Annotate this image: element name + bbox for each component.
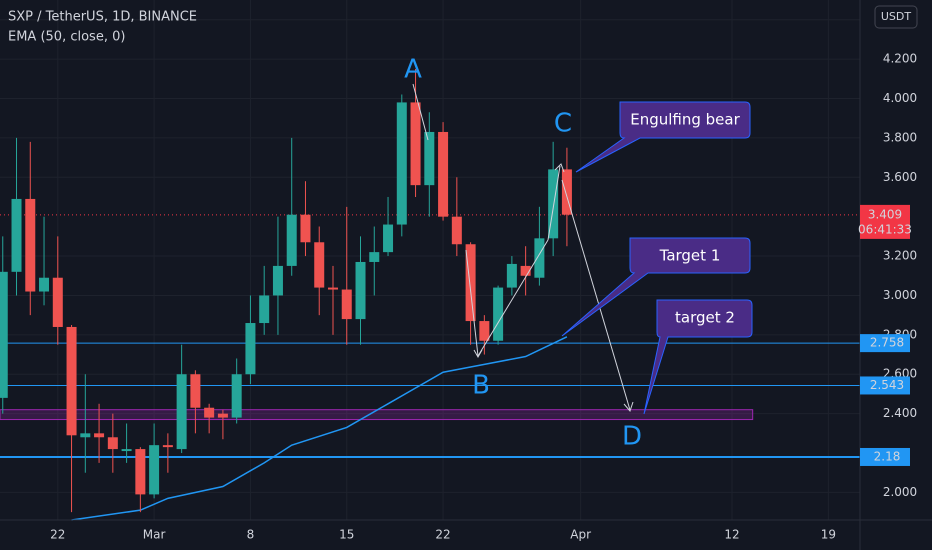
callout-text: target 2 xyxy=(675,309,735,327)
wave-label: C xyxy=(554,109,572,139)
candle-body xyxy=(438,131,449,217)
level-price-box xyxy=(860,447,910,466)
symbol-title: SXP / TetherUS, 1D, BINANCE xyxy=(8,10,197,25)
ema-line xyxy=(71,336,568,521)
candle-body xyxy=(162,445,173,448)
callout-box xyxy=(643,299,753,415)
y-tick-label: 3.600 xyxy=(883,170,917,184)
callout-box xyxy=(561,237,751,337)
candle-body xyxy=(424,131,435,186)
candle-body xyxy=(548,169,559,239)
candle-body xyxy=(493,287,504,341)
candle-body xyxy=(0,271,8,398)
candle-body xyxy=(479,321,490,341)
candle-body xyxy=(286,214,297,266)
drawings xyxy=(412,83,634,412)
candle-body xyxy=(94,433,105,438)
candle-body xyxy=(383,224,394,253)
arrow-line xyxy=(465,249,479,357)
candle-body xyxy=(204,407,215,418)
candle-body xyxy=(80,433,91,438)
callouts: Engulfing bear Target 1 target 2 xyxy=(561,101,753,415)
arrow-line xyxy=(412,83,429,141)
candle-body xyxy=(327,287,338,290)
level-price-label: 2.543 xyxy=(870,378,904,392)
y-tick-label: 3.200 xyxy=(883,249,917,263)
last-price-label: 3.409 xyxy=(868,207,902,221)
candle-body xyxy=(231,374,242,418)
candle-body xyxy=(245,323,256,375)
level-price-label: 2.18 xyxy=(874,449,901,463)
x-tick-label: 22 xyxy=(435,528,450,542)
level-price-box xyxy=(860,376,910,395)
x-tick-label: 22 xyxy=(50,528,65,542)
candle-body xyxy=(520,265,531,276)
wave-label: B xyxy=(472,371,490,401)
x-tick-label: 8 xyxy=(247,528,255,542)
candle-body xyxy=(39,277,50,292)
x-tick-label: Mar xyxy=(143,528,166,542)
currency-button[interactable] xyxy=(874,5,918,29)
callout-text: Engulfing bear xyxy=(630,111,740,129)
level-price-label: 2.758 xyxy=(870,336,904,350)
candle-body xyxy=(396,102,407,225)
wave-label: D xyxy=(622,422,642,452)
candle-body xyxy=(190,374,201,408)
candle-body xyxy=(410,102,421,186)
x-tick-label: 15 xyxy=(339,528,354,542)
level-price-box xyxy=(860,334,910,353)
arrow-line xyxy=(561,179,631,411)
currency-label: USDT xyxy=(881,10,912,23)
arrow-line xyxy=(477,239,549,357)
last-price-box xyxy=(860,204,910,239)
x-tick-label: Apr xyxy=(570,528,591,542)
candle-body xyxy=(259,295,270,324)
candle-body xyxy=(135,449,146,495)
candle-body xyxy=(149,445,160,495)
candle-body xyxy=(272,265,283,296)
y-tick-label: 3.000 xyxy=(883,288,917,302)
arrow-line xyxy=(547,165,561,241)
candle-body xyxy=(534,238,545,278)
y-tick-label: 4.000 xyxy=(883,91,917,105)
candle-body xyxy=(561,169,572,215)
price-axis xyxy=(860,0,932,550)
candle-body xyxy=(66,326,77,436)
candle-body xyxy=(176,374,187,450)
y-tick-label: 3.800 xyxy=(883,130,917,144)
candle-body xyxy=(121,449,132,452)
candle-body xyxy=(11,198,22,272)
y-tick-label: 2.400 xyxy=(883,406,917,420)
candle-body xyxy=(506,263,517,288)
axis-labels: 4.4004.2004.0003.8003.6003.2003.0002.800… xyxy=(50,12,917,541)
candle-body xyxy=(25,198,36,292)
candle-body xyxy=(300,214,311,243)
arrow-head xyxy=(623,401,634,412)
candle-body xyxy=(451,216,462,245)
candle-body xyxy=(217,413,228,418)
candle-body xyxy=(369,252,380,262)
candle-body xyxy=(314,242,325,288)
candle-body xyxy=(52,277,63,327)
x-tick-label: 12 xyxy=(724,528,739,542)
indicator-legend: EMA (50, close, 0) xyxy=(8,30,125,45)
candle-body xyxy=(107,437,118,450)
wave-label: A xyxy=(404,55,422,85)
candle-body xyxy=(465,244,476,322)
candle-body xyxy=(355,261,366,320)
callout-box xyxy=(575,101,751,173)
arrow-head xyxy=(554,163,565,173)
countdown-label: 06:41:33 xyxy=(858,222,912,236)
y-tick-label: 4.200 xyxy=(883,52,917,66)
candle-body xyxy=(341,289,352,320)
y-tick-label: 2.000 xyxy=(883,485,917,499)
plot xyxy=(0,68,860,521)
callout-text: Target 1 xyxy=(659,247,721,265)
x-tick-label: 19 xyxy=(821,528,836,542)
